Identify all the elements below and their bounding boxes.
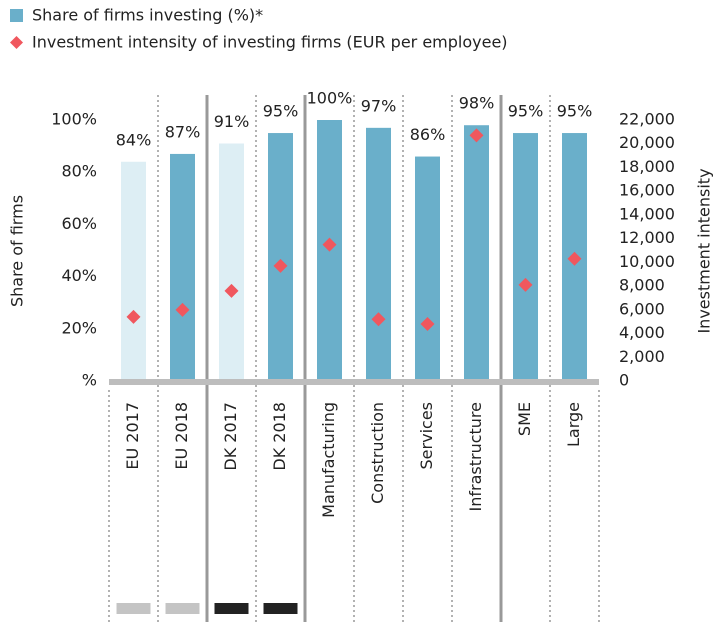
y2-tick-label: 22,000 xyxy=(619,110,675,129)
group-marker xyxy=(116,603,151,614)
y2-tick-label: 4,000 xyxy=(619,323,665,342)
diamond xyxy=(175,302,190,317)
bar xyxy=(268,133,293,381)
diamond xyxy=(371,312,386,327)
bar xyxy=(415,156,440,381)
value-label: 84% xyxy=(116,130,152,149)
bar xyxy=(121,161,146,381)
value-label: 95% xyxy=(263,102,299,121)
x-tick-label: Services xyxy=(417,402,436,469)
y2-tick-label: 20,000 xyxy=(619,133,675,152)
value-label: 95% xyxy=(508,102,544,121)
value-label: 95% xyxy=(557,102,593,121)
x-tick-label: EU 2018 xyxy=(172,402,191,470)
baseline xyxy=(109,379,599,385)
y2-tick-label: 6,000 xyxy=(619,299,665,318)
value-label: 87% xyxy=(165,122,201,141)
group-marker xyxy=(263,603,298,614)
y2-tick-label: 8,000 xyxy=(619,276,665,295)
y2-tick-label: 12,000 xyxy=(619,228,675,247)
value-label: 98% xyxy=(459,94,495,113)
value-label: 97% xyxy=(361,96,397,115)
y-axis-title: Share of firms xyxy=(8,195,27,307)
diamond xyxy=(469,128,484,143)
y2-tick-label: 18,000 xyxy=(619,157,675,176)
x-tick-label: DK 2017 xyxy=(221,402,240,471)
legend-swatch xyxy=(10,36,23,49)
y2-tick-label: 0 xyxy=(619,371,629,390)
bar xyxy=(170,153,195,381)
bar xyxy=(219,143,244,381)
bar xyxy=(464,125,489,381)
diamond xyxy=(420,317,435,332)
x-tick-label: Manufacturing xyxy=(319,402,338,518)
x-tick-label: DK 2018 xyxy=(270,402,289,471)
y2-tick-label: 16,000 xyxy=(619,181,675,200)
y-tick-label: 60% xyxy=(61,214,97,233)
legend-swatch xyxy=(10,9,23,22)
y2-tick-label: 2,000 xyxy=(619,347,665,366)
x-tick-label: Construction xyxy=(368,402,387,504)
y-tick-label: 100% xyxy=(51,110,97,129)
y2-tick-label: 14,000 xyxy=(619,204,675,223)
diamond xyxy=(273,258,288,273)
value-label: 91% xyxy=(214,112,250,131)
diamond xyxy=(224,283,239,298)
y-tick-label: 20% xyxy=(61,318,97,337)
legend-label: Investment intensity of investing firms … xyxy=(32,33,508,52)
bar xyxy=(366,127,391,381)
y-tick-label: % xyxy=(82,371,97,390)
diamond xyxy=(322,237,337,252)
y2-axis-title: Investment intensity xyxy=(695,168,714,333)
value-label: 86% xyxy=(410,125,446,144)
y-tick-label: 40% xyxy=(61,266,97,285)
x-tick-label: Infrastructure xyxy=(466,402,485,511)
diamond xyxy=(126,309,141,324)
x-tick-label: Large xyxy=(564,402,583,447)
group-marker xyxy=(214,603,249,614)
y-tick-label: 80% xyxy=(61,162,97,181)
x-tick-label: SME xyxy=(515,402,534,436)
bar xyxy=(513,133,538,381)
diamond xyxy=(567,251,582,266)
diamond xyxy=(518,277,533,292)
group-marker xyxy=(165,603,200,614)
y2-tick-label: 10,000 xyxy=(619,252,675,271)
legend-label: Share of firms investing (%)* xyxy=(32,6,263,25)
value-label: 100% xyxy=(307,89,353,108)
x-tick-label: EU 2017 xyxy=(123,402,142,470)
